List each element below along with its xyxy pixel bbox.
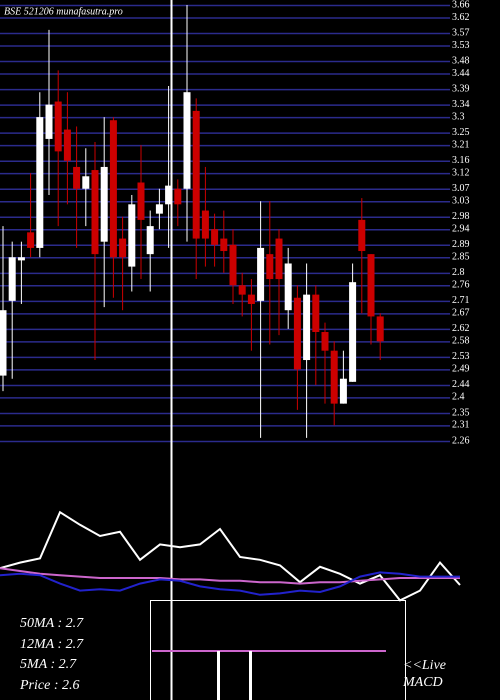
candle-body (54, 101, 62, 152)
y-tick-label: 2.76 (452, 280, 470, 291)
candle-body (312, 294, 320, 332)
indicator-label: MACD (402, 675, 443, 690)
candle-body (330, 350, 338, 404)
indicator-panel (0, 510, 461, 602)
candle-body (128, 204, 136, 267)
candle-body (63, 129, 71, 161)
candle-body (91, 170, 99, 255)
candle-body (183, 92, 191, 189)
y-tick-label: 3.16 (452, 155, 470, 166)
candle-body (266, 254, 274, 280)
stat: Price : 2.6 (19, 678, 79, 693)
candle-body (119, 238, 127, 258)
candle-body (229, 244, 237, 286)
candle-body (339, 378, 347, 404)
y-tick-label: 2.31 (452, 420, 470, 431)
candle-body (358, 219, 366, 252)
candle-body (257, 247, 265, 301)
y-tick-label: 2.62 (452, 323, 470, 334)
candle-body (211, 229, 219, 245)
y-tick-label: 2.89 (452, 239, 470, 250)
y-tick-label: 2.53 (452, 351, 470, 362)
y-tick-label: 2.4 (452, 392, 465, 403)
candle-body (349, 282, 357, 382)
candles (0, 5, 384, 438)
candle-body (146, 226, 154, 255)
candle-body (376, 316, 384, 342)
y-tick-label: 3.34 (452, 99, 470, 110)
grid: 3.663.623.573.533.483.443.393.343.33.253… (0, 0, 470, 446)
candle-body (36, 117, 44, 248)
indicator-line (0, 571, 460, 596)
candle-body (165, 185, 173, 205)
candle-body (17, 257, 25, 261)
candle-body (8, 257, 16, 301)
macd-bar (217, 651, 220, 700)
candle-body (45, 104, 53, 139)
candle-body (155, 204, 163, 214)
candle-body (293, 297, 301, 370)
y-tick-label: 3.39 (452, 83, 470, 94)
candle-body (82, 176, 90, 189)
y-tick-label: 2.98 (452, 211, 470, 222)
y-tick-label: 3.3 (452, 111, 465, 122)
macd-box (150, 600, 406, 700)
y-tick-label: 2.94 (452, 224, 470, 235)
y-tick-label: 2.26 (452, 435, 470, 446)
y-tick-label: 3.12 (452, 167, 470, 178)
y-tick-label: 3.66 (452, 0, 470, 10)
y-tick-label: 2.71 (452, 295, 470, 306)
y-tick-label: 2.8 (452, 267, 465, 278)
y-tick-label: 2.44 (452, 379, 470, 390)
candle-body (321, 332, 329, 351)
candle-body (220, 238, 228, 252)
candle-body (275, 238, 283, 280)
chart-title: BSE 521206 munafasutra.pro (4, 6, 123, 17)
candle-body (367, 254, 375, 317)
candle-body (27, 232, 35, 248)
y-tick-label: 3.25 (452, 127, 470, 138)
y-tick-label: 3.48 (452, 55, 470, 66)
candle-body (247, 294, 255, 304)
y-tick-label: 2.58 (452, 336, 470, 347)
candle-body (192, 110, 200, 239)
y-tick-label: 3.03 (452, 195, 470, 206)
y-tick-label: 3.07 (452, 183, 470, 194)
y-tick-label: 3.21 (452, 139, 470, 150)
indicator-line (0, 567, 460, 585)
y-tick-label: 3.62 (452, 12, 470, 23)
candle-body (303, 294, 311, 361)
y-tick-label: 3.53 (452, 40, 470, 51)
candle-body (0, 310, 7, 376)
live-label: <<Live (403, 658, 446, 673)
candle-body (100, 166, 108, 242)
candle-body (201, 210, 209, 239)
y-tick-label: 2.49 (452, 364, 470, 375)
stat: 12MA : 2.7 (20, 637, 84, 652)
candle-body (238, 285, 246, 295)
y-tick-label: 3.57 (452, 27, 470, 38)
stat: 5MA : 2.7 (20, 657, 77, 672)
y-tick-label: 2.67 (452, 308, 470, 319)
candle-body (174, 188, 182, 205)
candle-body (137, 182, 145, 220)
candle-body (109, 120, 117, 258)
macd-bar (249, 651, 252, 700)
candle-body (73, 166, 81, 189)
y-tick-label: 2.35 (452, 407, 470, 418)
candle-body (284, 263, 292, 311)
stat: 50MA : 2.7 (20, 616, 84, 631)
y-tick-label: 3.44 (452, 68, 470, 79)
y-tick-label: 2.85 (452, 252, 470, 263)
